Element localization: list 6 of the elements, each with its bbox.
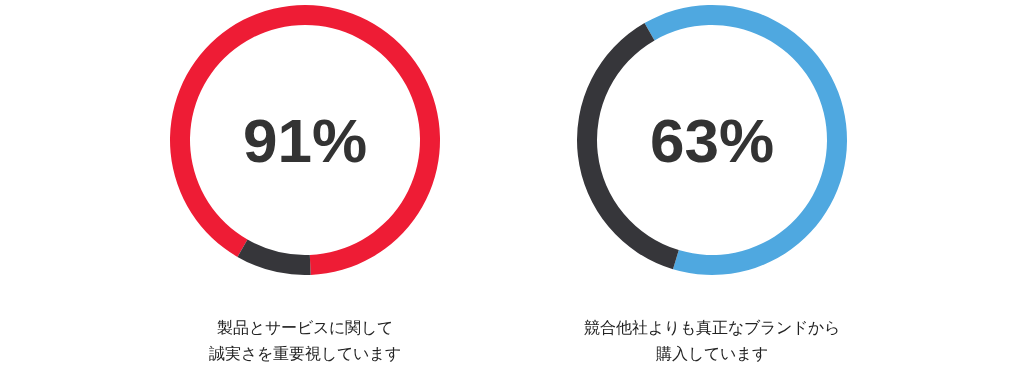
text: 購入しています [656, 344, 768, 363]
text: 誠実さを重要視しています [209, 344, 401, 363]
data-label: 63% [649, 106, 775, 175]
data-label: 91% [242, 106, 368, 175]
text: 競合他社よりも真正なブランドから [584, 318, 840, 337]
text: 製品とサービスに関して [217, 318, 393, 337]
